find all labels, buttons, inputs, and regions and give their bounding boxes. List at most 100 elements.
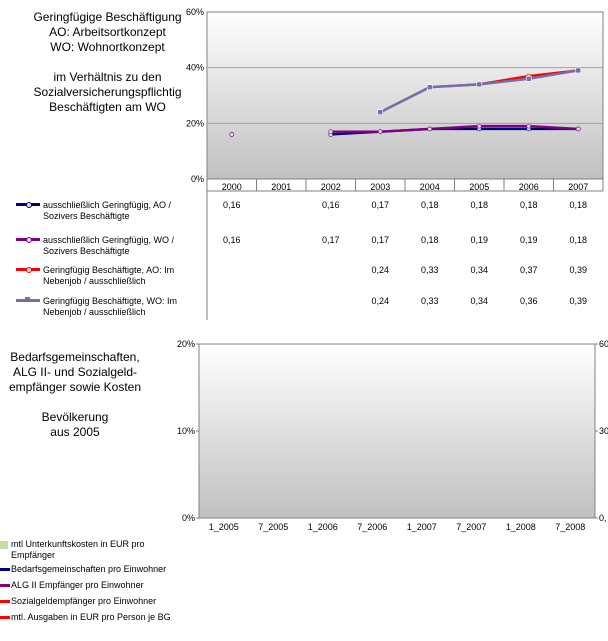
data-label: 0,34: [470, 265, 489, 275]
chart1-title-line: im Verhältnis zu den: [53, 70, 162, 84]
y-tick-label: 0%: [191, 174, 204, 184]
chart1-title-line: Beschäftigten am WO: [49, 100, 166, 114]
y-tick-label: 60%: [186, 7, 204, 17]
legend-key: [0, 584, 10, 587]
data-point: [426, 84, 433, 90]
data-point: [377, 109, 384, 115]
data-label: 0,37: [519, 265, 538, 275]
legend-marker: [25, 297, 30, 302]
x-tick-label: 2004: [419, 182, 440, 192]
legend-key: [0, 568, 10, 571]
data-label: 0,18: [519, 200, 538, 210]
x-tick-label: 2001: [271, 182, 292, 192]
chart1-title-line: AO: Arbeitsortkonzept: [49, 25, 166, 39]
data-label: 0,16: [222, 235, 241, 245]
chart1-title-line: Geringfügige Beschäftigung: [33, 10, 182, 24]
data-label: 0,17: [371, 235, 390, 245]
chart1-plot: 0% 20% 40% 60%: [186, 7, 604, 320]
legend-label: mtl Unterkunftskosten in EUR pro: [11, 539, 145, 549]
data-label: 0,19: [519, 235, 538, 245]
y2-tick-label: 30: [599, 426, 608, 436]
data-label: 0,16: [222, 200, 241, 210]
y2-tick-label: 60: [599, 339, 608, 349]
legend-key: [16, 202, 40, 208]
legend-key: [16, 237, 40, 243]
y-tick-label: 40%: [186, 63, 204, 73]
chart1-title-line: WO: Wohnortkonzept: [50, 40, 165, 54]
chart2-title: Bedarfsgemeinschaften, ALG II- und Sozia…: [0, 350, 180, 440]
data-label: 0,17: [321, 235, 340, 245]
data-point: [427, 126, 433, 132]
x-tick-label: 2007: [568, 182, 589, 192]
legend-label: ALG II Empfänger pro Einwohner: [11, 580, 144, 590]
data-label: 0,18: [569, 200, 588, 210]
data-label: 0,18: [420, 200, 439, 210]
data-label: 0,33: [420, 296, 439, 306]
data-label: 0,36: [519, 296, 538, 306]
x-tick-label: 7_2006: [357, 522, 387, 532]
data-point: [229, 132, 235, 137]
data-point: [526, 123, 532, 129]
data-label: 0,39: [569, 296, 588, 306]
x-tick-label: 2006: [518, 182, 539, 192]
data-point: [575, 126, 581, 132]
legend-key: [0, 616, 10, 619]
x-tick-label: 7_2005: [258, 522, 288, 532]
legend-marker: [26, 202, 32, 208]
legend-key: [0, 541, 8, 549]
y-tick-label: 0%: [182, 513, 195, 523]
y2-tick-label: 0,: [599, 513, 607, 523]
y-tick-label: 20%: [177, 339, 195, 349]
legend-label: Sozivers Beschäftigte: [43, 211, 130, 221]
y-tick-label: 10%: [177, 426, 195, 436]
chart2-plot: 0% 10% 20% 0, 30 60 1_2005 7_2005 1_2006 7_2006 1_…: [177, 339, 608, 532]
chart1-title-line: Sozialversicherungspflichtig: [33, 85, 182, 99]
legend-label: ausschließlich Geringfügig, AO /: [43, 200, 172, 210]
chart2-title-line: Bevölkerung: [41, 410, 109, 424]
legend-label: ausschließlich Geringfügig, WO /: [43, 235, 175, 245]
legend-label: mtl. Ausgaben in EUR pro Person je BG: [11, 612, 171, 622]
data-point: [525, 76, 532, 82]
legend-marker: [26, 237, 32, 243]
data-label: 0,39: [569, 265, 588, 275]
legend-label: Geringfügig Beschäftigte, AO: Im: [43, 265, 175, 275]
chart2-title-line: aus 2005: [50, 425, 100, 439]
chart2-title-line: Bedarfsgemeinschaften,: [10, 350, 140, 364]
chart1-data-table: 2000 2001 2002 2003 2004 2005 2006 2007 ausschli…: [0, 0, 608, 320]
series-line: [330, 124, 579, 133]
data-label: 0,18: [569, 235, 588, 245]
data-point: [575, 67, 582, 74]
legend-label: Empfänger: [11, 550, 56, 560]
plot-area: [198, 343, 596, 519]
plot-area: [206, 11, 604, 180]
legend-label: Nebenjob / ausschließlich: [43, 307, 146, 317]
data-label: 0,24: [371, 265, 390, 275]
data-label: 0,19: [470, 235, 489, 245]
x-tick-label: 2003: [370, 182, 391, 192]
legend-label: Sozialgeldempfänger pro Einwohner: [11, 596, 157, 606]
data-label: 0,18: [420, 235, 439, 245]
data-point: [328, 129, 334, 134]
data-point: [476, 81, 483, 88]
legend-key: [16, 297, 40, 302]
x-tick-label: 1_2007: [407, 522, 437, 532]
legend-marker: [26, 267, 32, 273]
data-label: 0,16: [321, 200, 340, 210]
data-label: 0,33: [420, 265, 439, 275]
data-label: 0,34: [470, 296, 489, 306]
x-tick-label: 2000: [221, 182, 242, 192]
legend-label: Bedarfsgemeinschaften pro Einwohner: [11, 564, 167, 574]
y-tick-label: 20%: [186, 118, 204, 128]
chart1-title: Geringfügige Beschäftigung AO: Arbeitsor…: [0, 10, 215, 115]
legend-key: [16, 267, 40, 273]
x-tick-label: 7_2007: [456, 522, 486, 532]
x-tick-label: 1_2005: [209, 522, 239, 532]
x-tick-label: 1_2008: [506, 522, 536, 532]
x-tick-label: 2005: [469, 182, 490, 192]
legend-label: Sozivers Beschäftigte: [43, 246, 130, 256]
data-label: 0,24: [371, 296, 390, 306]
x-tick-label: 2002: [320, 182, 341, 192]
data-label: 0,17: [371, 200, 390, 210]
data-point: [377, 129, 383, 134]
chart2-title-line: ALG II- und Sozialgeld-: [12, 365, 138, 379]
